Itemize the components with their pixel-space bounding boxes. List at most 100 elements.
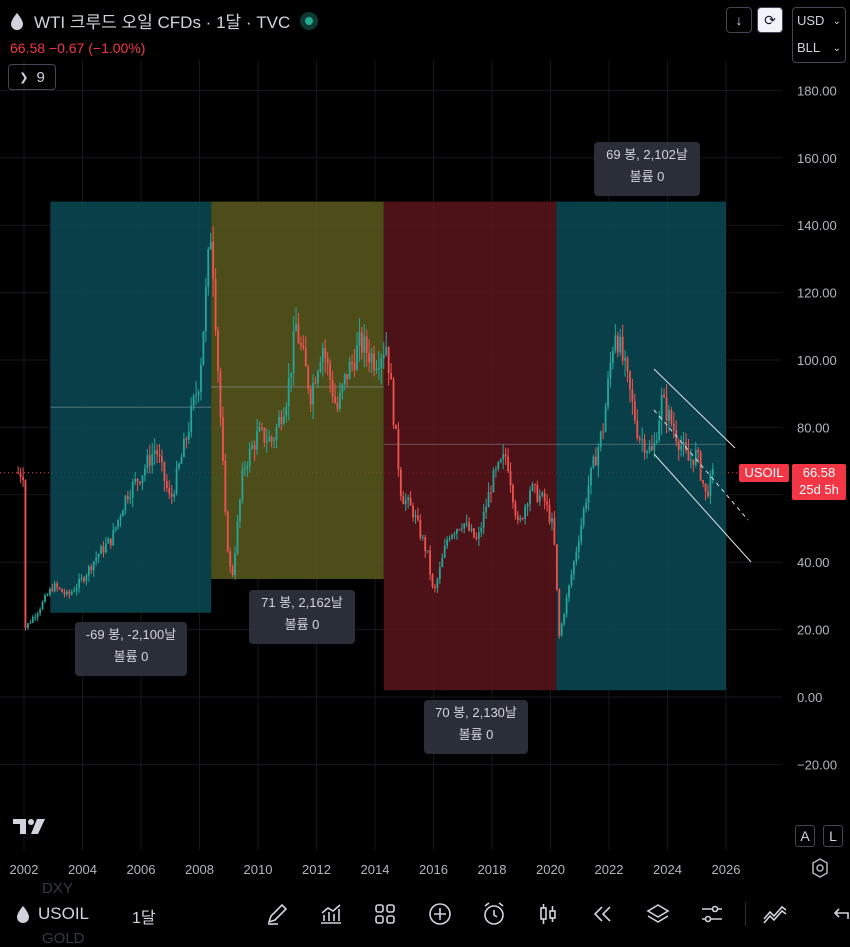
- timeframe-button[interactable]: 1달: [132, 910, 156, 927]
- candle-body: [453, 533, 456, 536]
- candle-body: [219, 370, 222, 418]
- candle-body: [119, 516, 122, 520]
- candle-body: [599, 431, 602, 448]
- candle-body: [48, 588, 51, 595]
- chevron-down-icon: ❯: [19, 71, 29, 84]
- auto-scale-button[interactable]: A: [795, 825, 815, 847]
- parallel-channel-drawing[interactable]: [653, 368, 752, 563]
- plus-circle-icon[interactable]: [427, 901, 453, 927]
- candle-body: [392, 379, 395, 425]
- log-scale-button[interactable]: L: [823, 825, 843, 847]
- candle-body: [677, 441, 680, 450]
- candle-body: [555, 544, 558, 590]
- candle-body: [73, 590, 76, 592]
- candle-body: [499, 459, 502, 463]
- candle-body: [543, 492, 546, 502]
- candle-body: [24, 480, 27, 629]
- candle-body: [699, 452, 702, 481]
- candle-body: [438, 567, 441, 580]
- candle-body: [463, 523, 466, 529]
- price-axis[interactable]: 180.00160.00140.00120.00100.0080.0060.00…: [797, 83, 837, 772]
- price-tick-label: 20.00: [797, 623, 830, 638]
- time-tick-label: 2022: [595, 862, 624, 877]
- pencil-icon[interactable]: [264, 901, 290, 927]
- candle-body: [139, 481, 141, 484]
- indicators-icon[interactable]: [318, 901, 344, 927]
- candle-body: [290, 372, 293, 379]
- candle-body: [265, 441, 268, 443]
- time-tick-label: 2026: [712, 862, 741, 877]
- settings-sliders-icon[interactable]: [699, 901, 725, 927]
- candle-body: [102, 546, 105, 553]
- candles: [17, 226, 714, 639]
- candles-icon[interactable]: [535, 901, 561, 927]
- candle-body: [61, 588, 63, 593]
- candle-body: [175, 468, 178, 494]
- range-note-volume: 볼륨 0: [113, 649, 149, 664]
- candle-body: [36, 613, 39, 618]
- time-tick-label: 2002: [10, 862, 39, 877]
- time-tick-label: 2018: [478, 862, 507, 877]
- candle-body: [287, 378, 290, 407]
- bar-countdown: 25d 5h: [799, 482, 839, 497]
- price-chart[interactable]: 180.00160.00140.00120.00100.0080.0060.00…: [0, 0, 850, 884]
- rewind-icon[interactable]: [590, 901, 616, 927]
- gear-icon[interactable]: [810, 858, 830, 878]
- candle-body: [702, 480, 704, 484]
- candle-body: [105, 543, 107, 553]
- candle-body: [658, 420, 661, 441]
- candle-body: [480, 527, 483, 533]
- alarm-icon[interactable]: [481, 901, 507, 927]
- download-button[interactable]: ↓: [726, 7, 752, 33]
- indicators-toggle-button[interactable]: ❯ 9: [8, 64, 56, 90]
- candle-body: [692, 459, 695, 466]
- candle-body: [672, 423, 675, 431]
- candle-body: [385, 346, 388, 355]
- candle-body: [431, 574, 434, 587]
- candle-body: [248, 448, 251, 467]
- candle-body: [27, 623, 29, 629]
- candle-body: [97, 554, 100, 558]
- trend-icon[interactable]: [762, 901, 788, 927]
- candle-body: [92, 561, 95, 571]
- candle-body: [685, 442, 687, 451]
- candle-body: [87, 566, 90, 576]
- layout-grid-icon[interactable]: [372, 901, 398, 927]
- date-price-ranges[interactable]: [50, 201, 726, 691]
- candle-body: [346, 374, 349, 380]
- candle-body: [646, 451, 648, 453]
- range-note-volume: 볼륨 0: [458, 727, 494, 742]
- candle-body: [436, 579, 439, 589]
- candle-body: [529, 490, 531, 505]
- symbol-title-row[interactable]: WTI 크루드 오일 CFDs · 1달 · TVC: [10, 8, 319, 33]
- candle-body: [63, 592, 66, 595]
- candle-body: [473, 528, 475, 538]
- candle-body: [117, 519, 119, 528]
- candle-body: [70, 591, 73, 595]
- candle-body: [165, 481, 168, 489]
- time-axis[interactable]: 2002 2004 2006 2008 2010 2012 2014 2016 2018 2020…: [10, 862, 741, 877]
- candle-body: [521, 518, 524, 520]
- candle-body: [251, 445, 254, 449]
- candle-body: [56, 583, 59, 588]
- candle-body: [485, 507, 488, 513]
- candle-body: [161, 456, 163, 463]
- candle-body: [309, 388, 312, 405]
- candle-body: [278, 416, 280, 427]
- candle-body: [487, 492, 490, 508]
- candle-body: [234, 553, 236, 576]
- undo-icon[interactable]: [828, 901, 850, 927]
- candle-body: [551, 518, 553, 523]
- currency-unit-selector[interactable]: USD ⌄ BLL ⌄: [792, 7, 846, 63]
- candle-body: [514, 502, 517, 516]
- candle-body: [373, 353, 375, 370]
- sync-button[interactable]: ⟳: [757, 7, 783, 33]
- bottom-toolbar: DXY USOIL GOLD 1달: [0, 880, 850, 947]
- candle-body: [170, 493, 173, 497]
- candle-body: [129, 497, 132, 500]
- candle-body: [144, 468, 146, 476]
- symbol-switcher[interactable]: USOIL: [16, 904, 89, 924]
- candle-body: [343, 374, 346, 385]
- layers-icon[interactable]: [645, 901, 671, 927]
- candle-body: [395, 424, 397, 429]
